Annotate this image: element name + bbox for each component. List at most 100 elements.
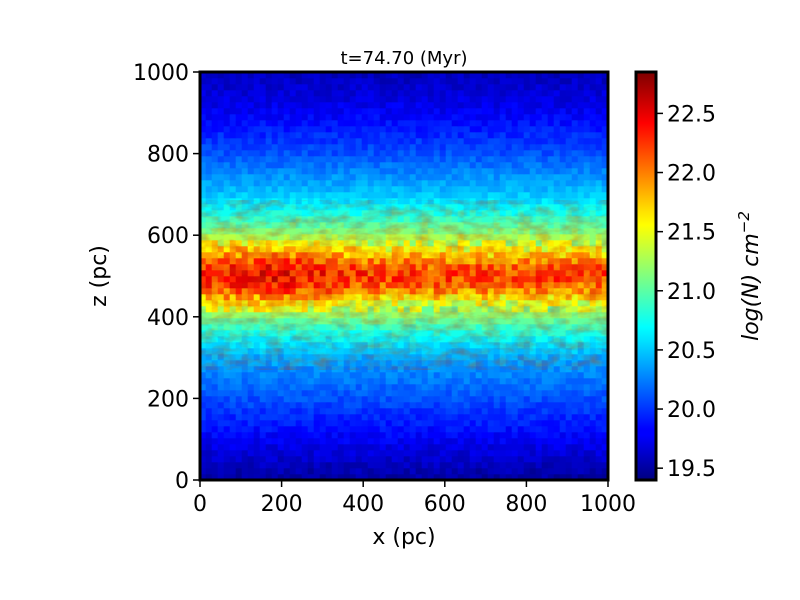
heatmap-cell xyxy=(469,371,477,379)
heatmap-cell xyxy=(277,377,285,385)
heatmap-cell xyxy=(541,173,549,181)
heatmap-cell xyxy=(547,137,555,145)
heatmap-cell xyxy=(313,407,321,415)
heatmap-cell xyxy=(463,419,471,427)
heatmap-cell xyxy=(235,101,243,109)
heatmap-cell xyxy=(433,443,441,451)
heatmap-cell xyxy=(451,101,459,109)
heatmap-cell xyxy=(253,155,261,163)
heatmap-cell xyxy=(439,377,447,385)
heatmap-cell xyxy=(589,149,597,157)
heatmap-cell xyxy=(205,185,213,193)
heatmap-cell xyxy=(349,155,357,163)
heatmap-cell xyxy=(361,83,369,91)
heatmap-cell xyxy=(247,113,255,121)
heatmap-cell xyxy=(535,473,543,480)
heatmap-cell xyxy=(331,72,339,79)
heatmap-cell xyxy=(463,155,471,163)
heatmap-cell xyxy=(343,395,351,403)
heatmap-cell xyxy=(235,113,243,121)
heatmap-cell xyxy=(511,467,519,475)
heatmap-cell xyxy=(235,143,243,151)
heatmap-cell xyxy=(235,437,243,445)
heatmap-cell xyxy=(259,389,267,397)
heatmap-cell xyxy=(415,395,423,403)
heatmap-cell xyxy=(361,149,369,157)
heatmap-cell xyxy=(475,407,483,415)
heatmap-cell xyxy=(211,137,219,145)
heatmap-cell xyxy=(481,377,489,385)
heatmap-cell xyxy=(421,137,429,145)
heatmap-cell xyxy=(379,72,387,79)
heatmap-cell xyxy=(295,77,303,85)
heatmap-cell xyxy=(547,125,555,133)
heatmap-cell xyxy=(595,461,603,469)
heatmap-cell xyxy=(499,149,507,157)
heatmap-cell xyxy=(409,461,417,469)
heatmap-cell xyxy=(397,191,405,199)
heatmap-cell xyxy=(325,161,333,169)
heatmap-cell xyxy=(505,389,513,397)
heatmap-cell xyxy=(559,449,567,457)
heatmap-cell xyxy=(223,89,231,97)
heatmap-cell xyxy=(487,383,495,391)
heatmap-cell xyxy=(481,143,489,151)
heatmap-cell xyxy=(523,89,531,97)
heatmap-cell xyxy=(379,155,387,163)
heatmap-cell xyxy=(505,83,513,91)
heatmap-cell xyxy=(259,377,267,385)
heatmap-cell xyxy=(583,383,591,391)
heatmap-cell xyxy=(277,107,285,115)
heatmap-cell xyxy=(271,395,279,403)
heatmap-cell xyxy=(235,131,243,139)
heatmap-cell xyxy=(421,191,429,199)
heatmap-cell xyxy=(313,72,321,79)
heatmap-cell xyxy=(541,137,549,145)
heatmap-cell xyxy=(277,455,285,463)
heatmap-cell xyxy=(313,389,321,397)
heatmap-cell xyxy=(331,413,339,421)
heatmap-cell xyxy=(277,173,285,181)
heatmap-cell xyxy=(271,371,279,379)
heatmap-cell xyxy=(463,395,471,403)
heatmap-cell xyxy=(547,425,555,433)
heatmap-cell xyxy=(427,377,435,385)
heatmap-cell xyxy=(343,101,351,109)
heatmap-cell xyxy=(301,149,309,157)
heatmap-cell xyxy=(571,437,579,445)
heatmap-cell xyxy=(445,431,453,439)
heatmap-cell xyxy=(211,419,219,427)
heatmap-cell xyxy=(481,383,489,391)
heatmap-cell xyxy=(481,77,489,85)
heatmap-cell xyxy=(391,377,399,385)
heatmap-cell xyxy=(463,449,471,457)
heatmap-cell xyxy=(601,419,608,427)
heatmap-cell xyxy=(559,113,567,121)
heatmap-cell xyxy=(595,395,603,403)
heatmap-cell xyxy=(271,401,279,409)
heatmap-cell xyxy=(529,101,537,109)
heatmap-cell xyxy=(481,167,489,175)
heatmap-cell xyxy=(313,95,321,103)
heatmap-cell xyxy=(421,89,429,97)
heatmap-cell xyxy=(463,389,471,397)
heatmap-cell xyxy=(391,149,399,157)
heatmap-cell xyxy=(200,131,207,139)
heatmap-cell xyxy=(487,467,495,475)
heatmap-cell xyxy=(547,131,555,139)
heatmap-cell xyxy=(577,395,585,403)
heatmap-cell xyxy=(259,149,267,157)
heatmap-cell xyxy=(481,72,489,79)
heatmap-cell xyxy=(361,437,369,445)
heatmap-cell xyxy=(529,125,537,133)
heatmap-cell xyxy=(577,167,585,175)
heatmap-cell xyxy=(523,377,531,385)
heatmap-cell xyxy=(505,437,513,445)
heatmap-cell xyxy=(517,455,525,463)
heatmap-cell xyxy=(559,401,567,409)
heatmap-cell xyxy=(361,167,369,175)
heatmap-cell xyxy=(319,191,327,199)
heatmap-cell xyxy=(421,455,429,463)
heatmap-cell xyxy=(439,107,447,115)
heatmap-cell xyxy=(433,389,441,397)
